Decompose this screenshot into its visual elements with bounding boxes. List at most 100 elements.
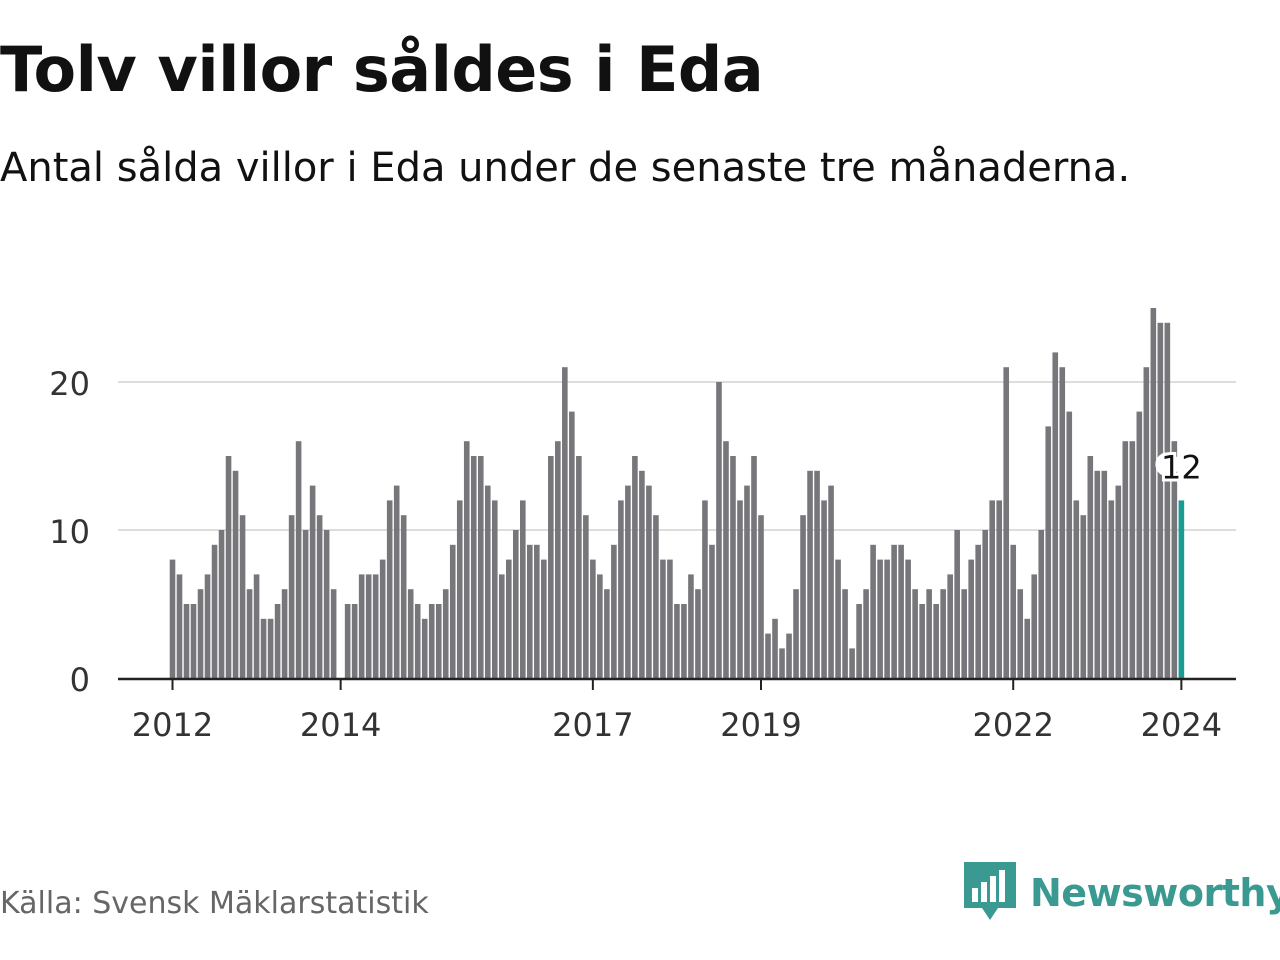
bar [947,574,953,678]
bar [407,589,414,678]
bar [940,589,946,678]
bar [449,544,456,678]
bar [849,648,855,678]
bar [1101,470,1108,678]
bar [1017,589,1024,678]
bar [884,559,890,678]
bar [933,604,939,678]
bar [597,574,603,678]
bar [863,589,869,678]
bar [190,604,197,678]
bar [393,485,400,678]
bar [807,470,813,678]
bar [204,574,211,678]
y-tick-label: 0 [70,661,90,699]
bar [1052,352,1059,678]
bar [1094,470,1101,678]
bar [1059,367,1066,678]
bar [323,530,330,678]
bar [982,530,988,678]
bar [484,485,491,678]
bar [1157,322,1164,678]
bar [702,500,708,678]
bar [1024,618,1031,678]
bar [169,559,176,678]
bar [758,515,764,678]
bar [260,618,267,678]
bar [639,470,645,678]
bar [295,441,302,678]
bar [1010,544,1017,678]
bar [583,515,589,678]
bar [442,589,449,678]
bar [870,544,876,678]
bar [912,589,918,678]
bar [400,515,407,678]
bar [253,574,260,678]
bar [590,559,596,678]
bar [281,589,288,678]
source-note: Källa: Svensk Mäklarstatistik [0,886,429,921]
bar [1038,530,1045,678]
bar [786,633,792,678]
bar [961,589,967,678]
bar [225,456,232,678]
bar [709,544,715,678]
bar [274,604,281,678]
bar [954,530,960,678]
bar [302,530,309,678]
highlight-label-halo [1155,452,1180,477]
bar [1108,500,1115,678]
bar [856,604,862,678]
bar [919,604,925,678]
bar [625,485,631,678]
bar [1129,441,1136,678]
bar [428,604,435,678]
bar [414,604,421,678]
bar [772,618,778,678]
bar-chart-logo-icon [964,862,1016,920]
bar [1080,515,1087,678]
bar [842,589,848,678]
bar [309,485,316,678]
bar [548,456,554,678]
x-tick-label: 2017 [552,706,633,744]
bar [667,559,673,678]
bar [646,485,652,678]
bar [716,382,722,678]
bar [611,544,617,678]
bar [1045,426,1052,678]
bar [239,515,246,678]
bar [569,411,575,678]
bar [1073,500,1080,678]
bar [463,441,470,678]
bar [372,574,379,678]
bar [814,470,820,678]
bar [1066,411,1073,678]
bar [470,456,477,678]
bar [1164,322,1171,678]
bar [520,500,526,678]
bar [653,515,659,678]
bar [744,485,750,678]
bar [491,500,498,678]
bar [1150,308,1157,678]
bar [968,559,974,678]
bar [379,559,386,678]
bar [505,559,512,678]
bar [989,500,996,678]
bar [926,589,932,678]
bar [218,530,225,678]
bar [421,618,428,678]
bar [751,456,757,678]
bar [330,589,337,678]
bar [197,589,204,678]
bar [695,589,701,678]
highlight-value-label: 12 [1161,448,1202,486]
bar [681,604,687,678]
bar-highlight [1178,500,1185,678]
brand-name: Newsworthy [1030,871,1280,915]
bar [1171,441,1178,678]
x-tick-label: 2014 [300,706,381,744]
bar [618,500,624,678]
